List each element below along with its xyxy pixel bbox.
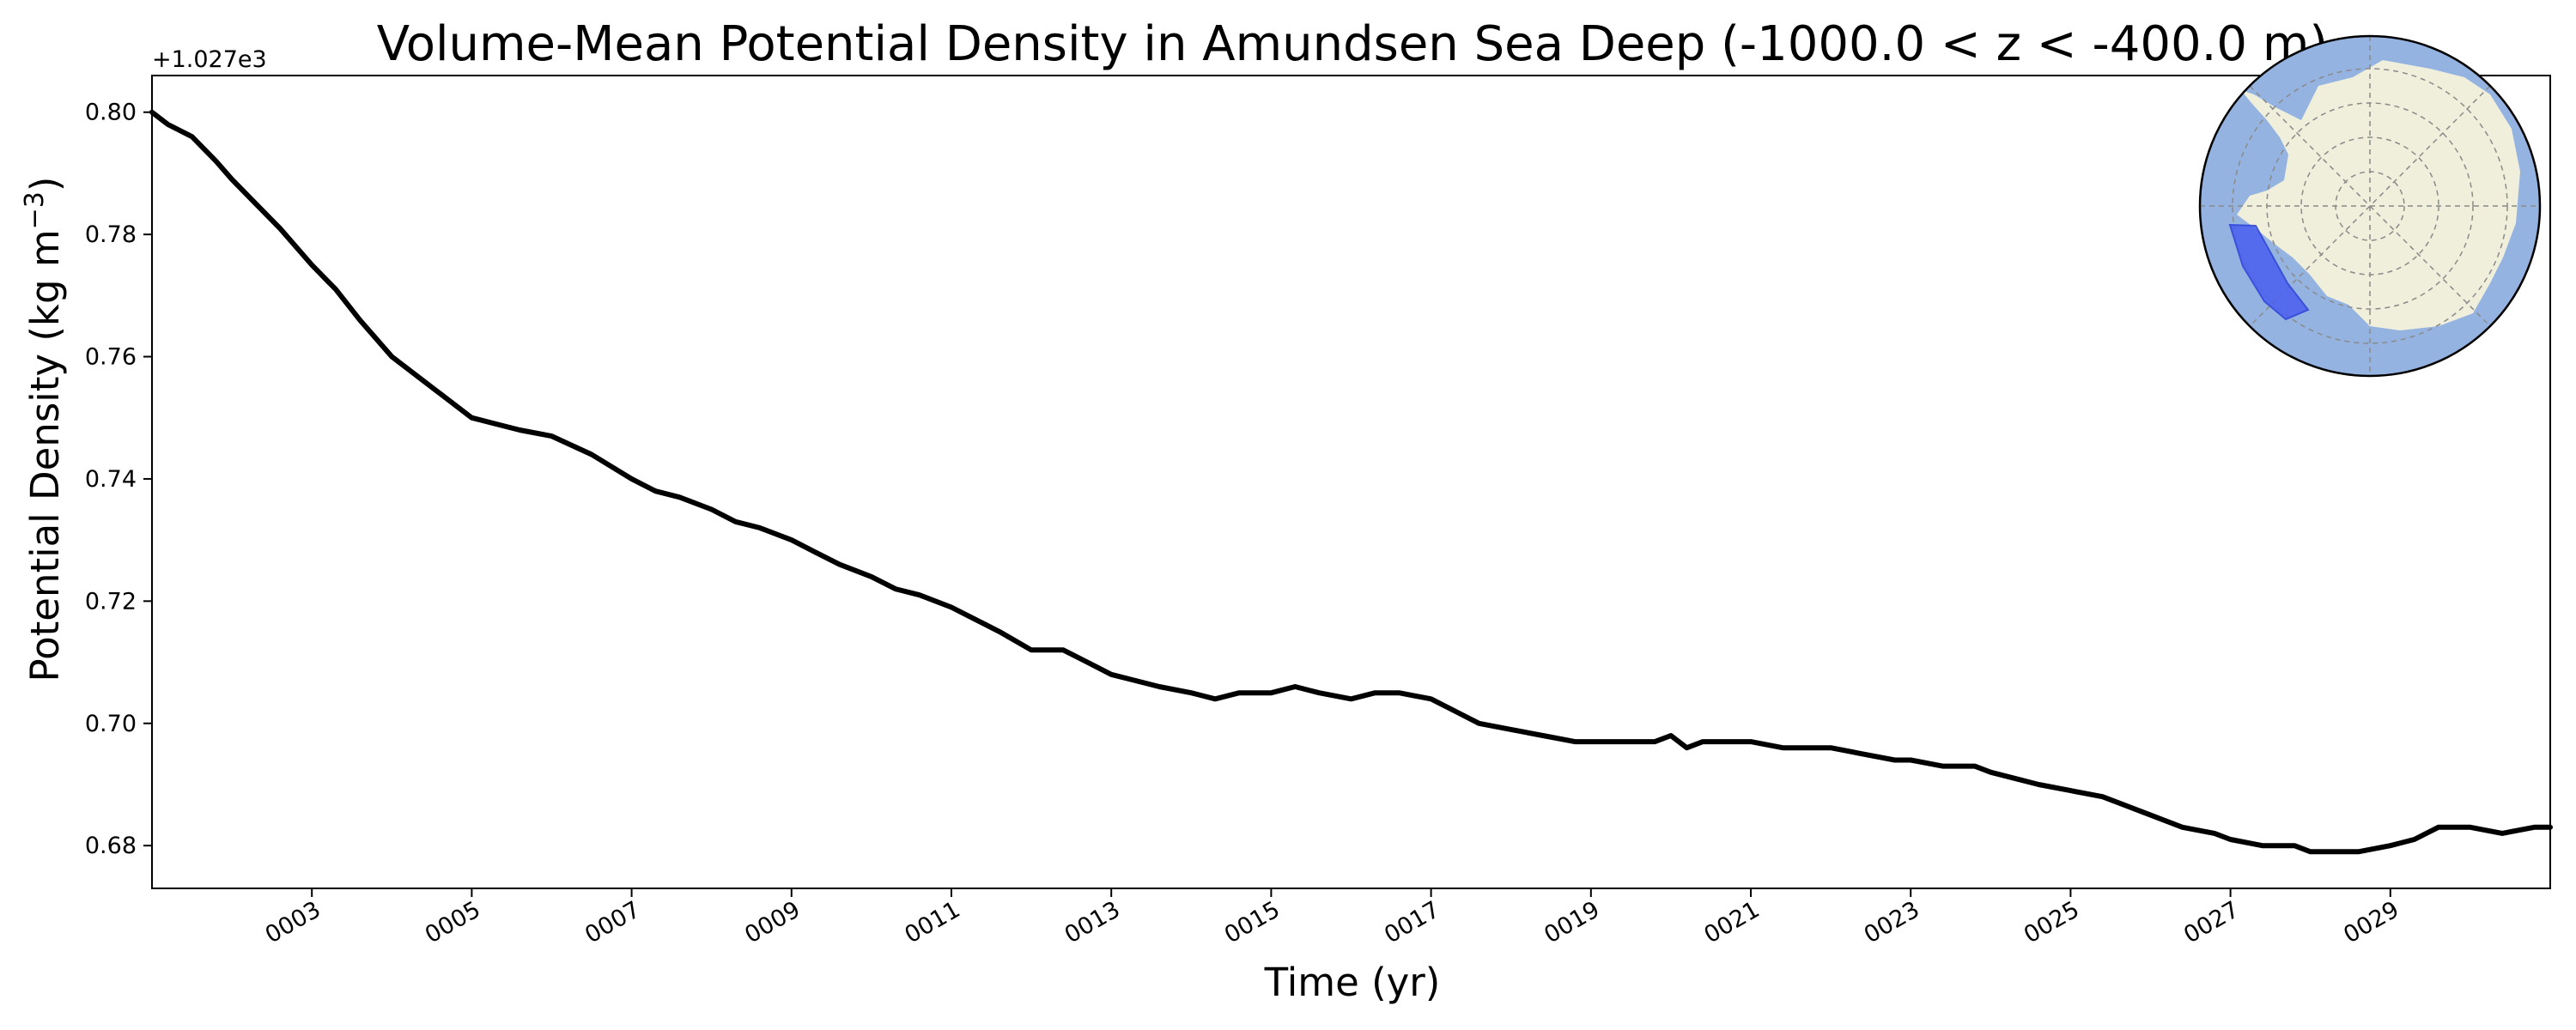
y-axis-label-sup: −3 [20,191,50,229]
y-tick-label: 0.74 [85,466,137,493]
y-axis-label: Potential Density (kg m−3) [20,177,68,682]
x-tick-label: 0019 [1540,896,1604,948]
x-tick-label: 0005 [421,896,485,948]
x-tick-label: 0013 [1060,896,1125,948]
y-tick-label: 0.76 [85,344,137,371]
y-tick-label: 0.68 [85,833,137,859]
plot-area [149,75,2553,889]
chart-title: Volume-Mean Potential Density in Amundse… [377,16,2329,72]
y-axis-label-main: Potential Density (kg m [22,229,68,682]
y-tick-label: 0.80 [85,100,137,126]
y-axis-ticks: 0.68 0.70 0.72 0.74 0.76 0.78 0.80 [85,100,152,859]
y-axis-label-close: ) [22,177,68,192]
x-tick-label: 0011 [900,896,964,948]
amundsen-sea-region [2228,223,2310,321]
density-series-line [149,109,2553,855]
x-tick-label: 0023 [1860,896,1924,948]
x-tick-label: 0009 [740,896,805,948]
inset-map-border [2198,34,2542,378]
x-axis-ticks: 0003 0005 0007 0009 0011 0013 0015 0017 0019 0021… [261,888,2403,948]
inset-map-land [2237,60,2520,330]
x-tick-label: 0021 [1699,896,1764,948]
y-offset-label: +1.027e3 [152,46,267,73]
x-tick-label: 0027 [2179,896,2244,948]
x-tick-label: 0025 [2020,896,2084,948]
x-tick-label: 0003 [261,896,325,948]
y-tick-label: 0.78 [85,221,137,248]
antarctica-inset-map [2198,34,2542,378]
x-tick-label: 0017 [1380,896,1444,948]
x-axis-label: Time (yr) [1264,960,1441,1005]
inset-map-graticule [2200,36,2540,376]
y-tick-label: 0.70 [85,711,137,737]
x-tick-label: 0029 [2339,896,2403,948]
plot-frame [151,75,2551,889]
x-tick-label: 0015 [1220,896,1285,948]
x-tick-label: 0007 [580,896,645,948]
y-tick-label: 0.72 [85,588,137,615]
